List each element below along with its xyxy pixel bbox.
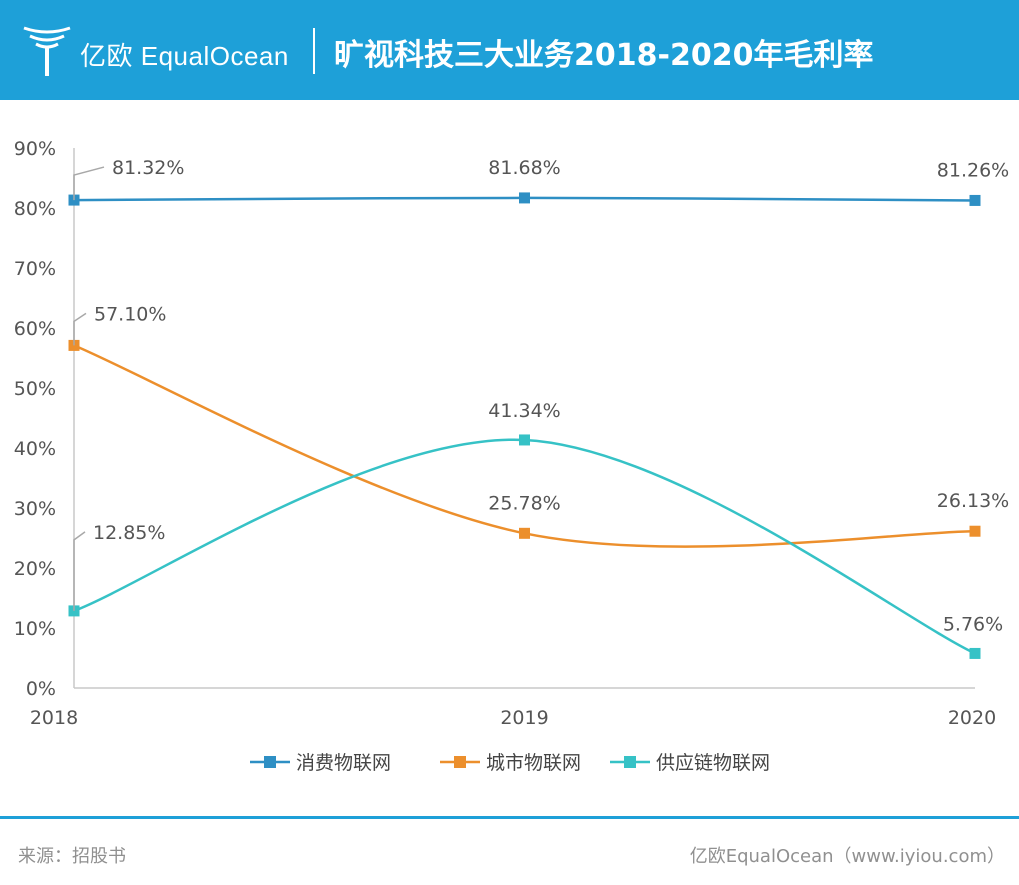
y-tick-label: 70% xyxy=(14,258,56,280)
data-point xyxy=(519,434,530,446)
legend-swatch-marker xyxy=(624,756,636,768)
label-leader-line xyxy=(73,166,105,201)
equalocean-logo-icon xyxy=(23,26,71,76)
data-label: 26.13% xyxy=(937,490,1009,512)
data-point xyxy=(969,647,981,659)
y-tick-label: 90% xyxy=(14,138,56,160)
y-tick-label: 80% xyxy=(14,198,56,220)
line-chart: 0% 10% 20% 30% 40% 50% 60% 70% 80% 90% 2018 2019 202… xyxy=(14,138,1009,774)
data-point xyxy=(969,194,981,206)
source-note: 来源：招股书 xyxy=(18,846,126,867)
chart-lines xyxy=(73,196,976,655)
legend-swatch-marker xyxy=(264,756,276,768)
data-label: 12.85% xyxy=(93,522,165,544)
y-tick-label: 50% xyxy=(14,378,56,400)
label-leader-line xyxy=(73,531,86,611)
series-line xyxy=(73,438,976,655)
data-label: 57.10% xyxy=(94,303,166,325)
y-tick-label: 20% xyxy=(14,558,56,580)
data-label: 81.32% xyxy=(112,157,184,179)
data-label: 25.78% xyxy=(488,492,560,514)
x-tick-label: 2018 xyxy=(30,707,78,729)
header-bar: 亿欧 EqualOcean 旷视科技三大业务2018-2020年毛利率 xyxy=(0,0,1019,100)
x-tick-label: 2020 xyxy=(948,707,996,729)
y-tick-label: 60% xyxy=(14,318,56,340)
data-point xyxy=(519,192,530,204)
data-label: 41.34% xyxy=(488,400,560,422)
data-label: 81.26% xyxy=(937,159,1009,181)
y-tick-label: 10% xyxy=(14,618,56,640)
chart-legend: 消费物联网 城市物联网 供应链物联网 xyxy=(250,752,770,774)
credit-note: 亿欧EqualOcean（www.iyiou.com） xyxy=(689,846,1005,867)
chart-points xyxy=(68,192,981,659)
chart-data-labels: 81.32% 81.68% 81.26% 57.10% 25.78% 26.13% 12.8… xyxy=(73,157,1009,635)
data-point xyxy=(68,605,80,617)
legend-label: 供应链物联网 xyxy=(656,752,770,774)
legend-label: 消费物联网 xyxy=(296,752,391,774)
x-tick-label: 2019 xyxy=(500,707,548,729)
data-point xyxy=(519,527,530,539)
y-tick-label: 30% xyxy=(14,498,56,520)
legend-label: 城市物联网 xyxy=(486,752,581,774)
series-line xyxy=(73,344,976,548)
y-tick-label: 0% xyxy=(26,678,56,700)
logo-text: 亿欧 EqualOcean xyxy=(80,41,289,71)
page-title: 旷视科技三大业务2018-2020年毛利率 xyxy=(334,38,874,73)
data-point xyxy=(969,525,981,537)
footer-divider xyxy=(0,816,1019,819)
label-leader-line xyxy=(73,312,87,346)
chart-axes: 0% 10% 20% 30% 40% 50% 60% 70% 80% 90% 2018 2019 202… xyxy=(14,138,996,729)
data-label: 5.76% xyxy=(943,613,1003,635)
data-label: 81.68% xyxy=(488,157,560,179)
legend-swatch-marker xyxy=(454,756,466,768)
header-divider xyxy=(313,28,315,74)
y-tick-label: 40% xyxy=(14,438,56,460)
